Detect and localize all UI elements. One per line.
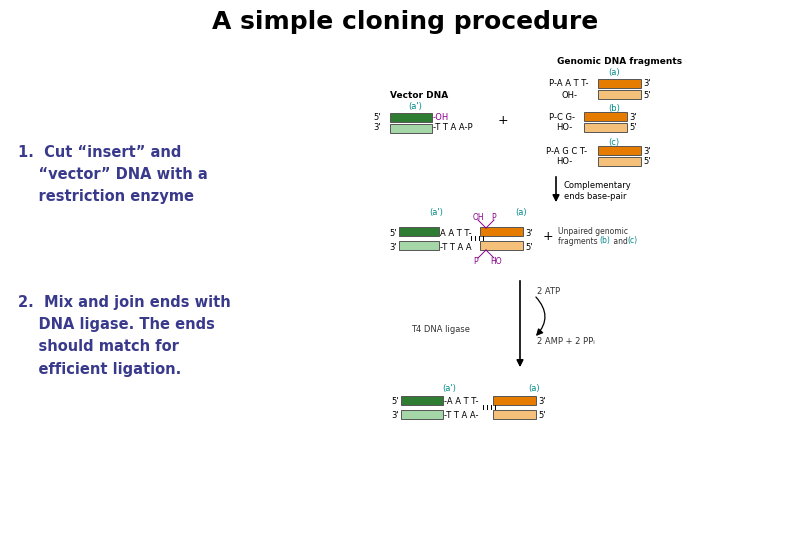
Bar — [584, 123, 627, 132]
Text: Unpaired genomic: Unpaired genomic — [558, 226, 628, 235]
Text: A simple cloning procedure: A simple cloning procedure — [212, 10, 598, 34]
Bar — [584, 112, 627, 121]
Bar — [480, 227, 523, 236]
Text: 3': 3' — [391, 411, 399, 421]
Text: P-A G C T-: P-A G C T- — [546, 146, 587, 156]
Text: OH: OH — [472, 213, 484, 221]
Text: 3': 3' — [643, 79, 650, 89]
Text: T4 DNA ligase: T4 DNA ligase — [411, 326, 470, 334]
Text: Complementary
ends base-pair: Complementary ends base-pair — [564, 180, 632, 201]
Text: fragments: fragments — [558, 237, 600, 246]
Text: (a'): (a') — [429, 208, 443, 218]
Text: and: and — [611, 237, 630, 246]
Text: +: + — [497, 114, 509, 127]
Text: (a): (a) — [608, 68, 620, 77]
Text: (a'): (a') — [408, 103, 422, 111]
Text: 5': 5' — [390, 228, 397, 238]
Text: 2 AMP + 2 PPᵢ: 2 AMP + 2 PPᵢ — [537, 336, 595, 346]
Bar — [480, 241, 523, 250]
Bar — [399, 227, 439, 236]
Bar — [401, 410, 443, 419]
Text: 5': 5' — [538, 411, 545, 421]
Text: (a): (a) — [515, 208, 526, 218]
Text: (a'): (a') — [442, 383, 456, 393]
Text: 1.  Cut “insert” and
    “vector” DNA with a
    restriction enzyme: 1. Cut “insert” and “vector” DNA with a … — [18, 145, 207, 205]
Text: -OH: -OH — [433, 112, 450, 122]
Bar — [399, 241, 439, 250]
Bar — [390, 124, 432, 133]
Text: 2.  Mix and join ends with
    DNA ligase. The ends
    should match for
    eff: 2. Mix and join ends with DNA ligase. Th… — [18, 295, 231, 376]
Bar — [598, 90, 641, 99]
Text: 5': 5' — [629, 124, 637, 132]
Text: P: P — [474, 258, 479, 267]
Bar — [598, 146, 641, 155]
Bar — [390, 113, 432, 122]
Text: (c): (c) — [608, 138, 620, 146]
Text: P: P — [492, 213, 497, 221]
Text: -T T A A-P: -T T A A-P — [433, 124, 472, 132]
Text: Genomic DNA fragments: Genomic DNA fragments — [557, 57, 683, 66]
Text: 2 ATP: 2 ATP — [537, 287, 561, 296]
Text: (a): (a) — [528, 383, 539, 393]
Text: 3': 3' — [373, 124, 381, 132]
Text: 3': 3' — [390, 242, 397, 252]
Text: -T T A A: -T T A A — [440, 242, 471, 252]
Text: (c): (c) — [627, 237, 637, 246]
Text: 5': 5' — [525, 242, 532, 252]
Bar — [598, 79, 641, 88]
Text: 3': 3' — [525, 228, 533, 238]
Text: HO: HO — [490, 258, 502, 267]
Text: 5': 5' — [391, 397, 399, 407]
Text: -T T A A-: -T T A A- — [444, 411, 479, 421]
Text: -A A T T-: -A A T T- — [444, 397, 479, 407]
Bar — [401, 396, 443, 405]
Text: +: + — [543, 231, 553, 244]
Text: 3': 3' — [643, 146, 650, 156]
Text: 5': 5' — [643, 158, 650, 166]
Text: HO-: HO- — [556, 158, 572, 166]
Text: P-A A T T-: P-A A T T- — [549, 79, 589, 89]
Text: 5': 5' — [373, 112, 381, 122]
Text: 3': 3' — [538, 397, 546, 407]
Text: OH-: OH- — [562, 91, 578, 99]
Text: P-C G-: P-C G- — [549, 112, 575, 122]
Bar — [493, 396, 536, 405]
Text: 5': 5' — [643, 91, 650, 99]
Text: (b): (b) — [599, 237, 610, 246]
Text: 3': 3' — [629, 112, 637, 122]
Text: (b): (b) — [608, 104, 620, 112]
Text: HO-: HO- — [556, 124, 572, 132]
Text: Vector DNA: Vector DNA — [390, 91, 448, 99]
Text: A A T T-: A A T T- — [440, 228, 471, 238]
Bar — [598, 157, 641, 166]
Bar — [493, 410, 536, 419]
